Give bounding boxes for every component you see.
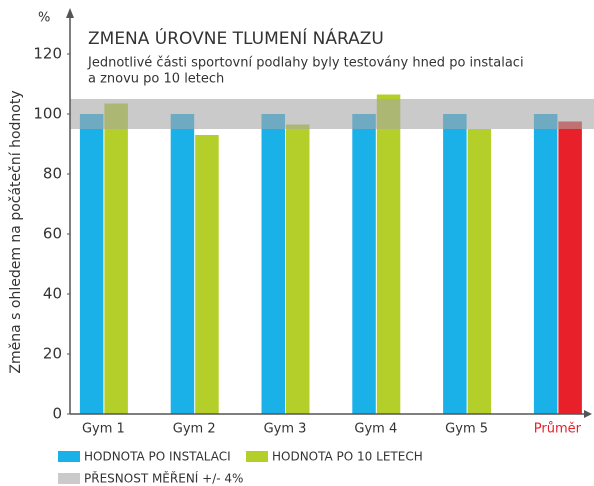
x-tick-label: Gym 3 <box>264 422 307 437</box>
y-axis-label: Změna s ohledem na počáteční hodnoty <box>8 90 24 373</box>
legend-label: HODNOTA PO 10 LETECH <box>272 450 423 464</box>
bar <box>261 114 285 414</box>
bar <box>170 114 195 414</box>
y-tick-label: 0 <box>52 405 62 423</box>
bar <box>286 124 310 414</box>
legend-label: PŘESNOST MĚŘENÍ +/- 4% <box>84 471 243 486</box>
y-axis-arrow <box>66 8 74 18</box>
legend-swatch <box>58 473 80 484</box>
legend-swatch <box>58 451 80 462</box>
bar <box>104 103 128 414</box>
bar <box>443 114 467 414</box>
y-unit: % <box>38 11 50 26</box>
subtitle: Jednotlivé části sportovní podlahy byly … <box>87 56 524 71</box>
accuracy-band <box>70 99 594 129</box>
bar <box>79 114 104 414</box>
legend-label: HODNOTA PO INSTALACI <box>84 450 231 464</box>
bar <box>533 114 558 414</box>
bar <box>352 114 376 414</box>
x-tick-label: Gym 1 <box>82 422 125 437</box>
bar <box>467 129 492 414</box>
y-tick-label: 120 <box>33 45 62 63</box>
y-tick-label: 40 <box>43 285 62 303</box>
x-tick-label: Gym 2 <box>173 422 216 437</box>
bar <box>195 135 219 414</box>
y-tick-label: 60 <box>43 225 62 243</box>
y-tick-label: 20 <box>43 345 62 363</box>
x-axis-arrow <box>584 410 592 418</box>
y-tick-label: 80 <box>43 165 62 183</box>
bar <box>558 121 582 414</box>
bar <box>376 94 401 414</box>
x-tick-label: Gym 4 <box>354 422 397 437</box>
subtitle: a znovu po 10 letech <box>88 72 224 87</box>
x-tick-label: Gym 5 <box>445 422 488 437</box>
chart-title: ZMENA ÚROVNE TLUMENÍ NÁRAZU <box>88 27 384 49</box>
y-tick-label: 100 <box>33 105 62 123</box>
legend-swatch <box>246 451 268 462</box>
x-tick-label: Průměr <box>534 422 582 437</box>
